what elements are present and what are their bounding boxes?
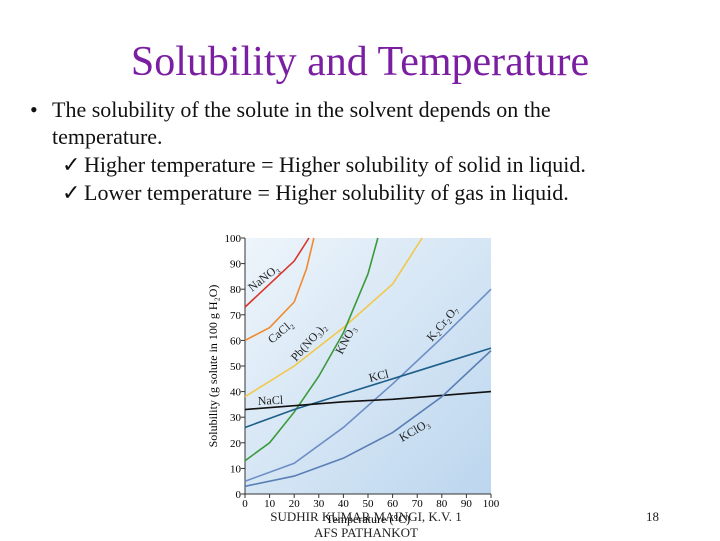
line	[244, 237, 310, 308]
bullet-dot: •	[30, 97, 38, 122]
sub-point-text: Higher temperature = Higher solubility o…	[84, 152, 586, 177]
y-tick-label: 100	[225, 233, 242, 245]
y-tick-label: 60	[230, 335, 242, 347]
line	[244, 288, 492, 482]
sub-point-text: Lower temperature = Higher solubility of…	[84, 180, 569, 205]
x-tick-label: 70	[412, 498, 424, 510]
sub-point: ✓ Lower temperature = Higher solubility o…	[62, 180, 569, 205]
footer-line: SUDHIR KUMAR MAINGI, K.V. 1	[270, 509, 462, 524]
x-tick-label: 0	[242, 498, 248, 510]
line	[244, 237, 423, 398]
y-tick-label: 10	[230, 463, 242, 475]
x-tick-label: 10	[264, 498, 276, 510]
y-axis-label: Solubility (g solute in 100 g H₂O)	[206, 285, 220, 448]
y-tick-label: 30	[230, 412, 242, 424]
series-label: NaCl	[257, 393, 284, 408]
y-tick-label: 50	[230, 361, 242, 373]
x-tick-label: 50	[363, 498, 375, 510]
series-label: KCl	[367, 366, 390, 385]
x-tick-label: 90	[461, 498, 473, 510]
line	[244, 347, 492, 429]
bullet-text: The solubility of the solute in the solv…	[52, 97, 551, 149]
y-tick-label: 0	[236, 489, 242, 501]
y-tick-label: 20	[230, 438, 242, 450]
sub-point: ✓ Higher temperature = Higher solubility …	[62, 152, 586, 177]
line	[244, 237, 315, 342]
y-tick-label: 90	[230, 259, 242, 271]
y-tick-label: 40	[230, 387, 242, 399]
page-number: 18	[646, 509, 659, 524]
x-tick-label: 30	[313, 498, 325, 510]
line	[244, 237, 379, 462]
x-tick-label: 100	[483, 498, 500, 510]
line	[244, 350, 492, 488]
plot-area	[245, 238, 491, 494]
footer: SUDHIR KUMAR MAINGI, K.V. 1 AFS PATHANKO…	[256, 509, 476, 541]
footer-line: AFS PATHANKOT	[314, 525, 418, 540]
line	[244, 390, 492, 411]
x-tick-label: 40	[338, 498, 350, 510]
x-tick-label: 20	[289, 498, 301, 510]
x-tick-label: 80	[436, 498, 448, 510]
y-tick-label: 70	[230, 310, 242, 322]
y-tick-label: 80	[230, 284, 242, 296]
x-tick-label: 60	[387, 498, 399, 510]
slide-title: Solubility and Temperature	[130, 39, 590, 85]
x-axis-label: Temperature (°C)	[326, 512, 410, 526]
